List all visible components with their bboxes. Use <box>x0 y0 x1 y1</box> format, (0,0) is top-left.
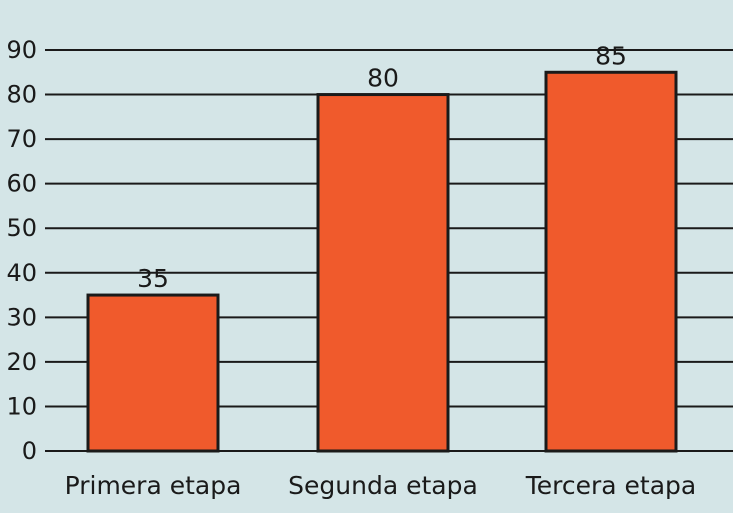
bar-2 <box>316 93 450 453</box>
x-axis-categories: Primera etapa Segunda etapa Tercera etapa <box>65 471 697 500</box>
y-axis-ticks: 0 10 20 30 40 50 60 70 80 90 <box>6 36 37 465</box>
data-label-2: 80 <box>367 64 399 93</box>
y-tick-label-40: 40 <box>6 259 37 287</box>
category-label-2: Segunda etapa <box>288 471 478 500</box>
bars <box>86 70 678 453</box>
y-tick-label-90: 90 <box>6 36 37 64</box>
y-tick-label-10: 10 <box>6 392 37 420</box>
category-label-1: Primera etapa <box>65 471 242 500</box>
data-label-1: 35 <box>137 264 169 293</box>
y-tick-label-30: 30 <box>6 303 37 331</box>
bar-1 <box>86 293 220 453</box>
value-labels: 35 80 85 <box>137 41 627 293</box>
data-label-3: 85 <box>595 41 627 70</box>
y-tick-label-50: 50 <box>6 214 37 242</box>
y-tick-label-20: 20 <box>6 348 37 376</box>
y-tick-label-0: 0 <box>22 437 37 465</box>
y-tick-label-80: 80 <box>6 81 37 109</box>
y-tick-label-70: 70 <box>6 125 37 153</box>
y-tick-label-60: 60 <box>6 170 37 198</box>
bar-3 <box>544 70 678 453</box>
category-label-3: Tercera etapa <box>525 471 697 500</box>
